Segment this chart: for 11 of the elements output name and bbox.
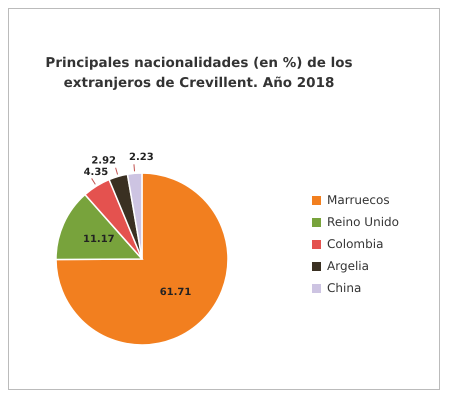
legend-label: China (327, 280, 362, 297)
legend-label: Argelia (327, 258, 369, 275)
data-label: 11.17 (82, 234, 115, 246)
data-label: 2.23 (128, 152, 154, 163)
data-label: 2.92 (91, 156, 116, 167)
legend-label: Marruecos (327, 192, 390, 209)
data-label: 61.71 (160, 286, 192, 298)
chart-title: Principales nacionalidades (en %) de los extranjeros de Crevillent. Año 2018 (44, 54, 354, 93)
legend-label: Reino Unido (327, 214, 399, 231)
legend-label: Colombia (327, 236, 384, 253)
data-label: 4.35 (84, 167, 108, 178)
